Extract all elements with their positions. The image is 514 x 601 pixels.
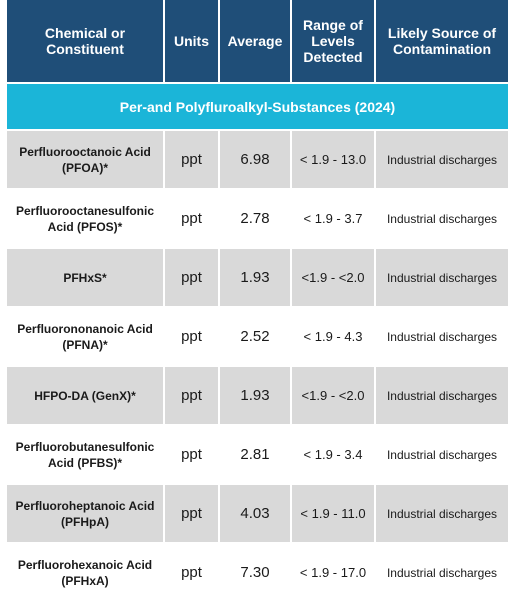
cell-units: ppt [165,367,220,424]
cell-range: < 1.9 - 3.4 [292,426,376,483]
cell-source: Industrial discharges [376,544,508,601]
cell-chemical: PFHxS* [7,249,165,306]
header-range: Range of Levels Detected [292,0,376,82]
header-chemical: Chemical or Constituent [7,0,165,82]
cell-average: 1.93 [220,249,292,306]
cell-average: 7.30 [220,544,292,601]
cell-source: Industrial discharges [376,308,508,365]
cell-average: 6.98 [220,131,292,188]
cell-units: ppt [165,485,220,542]
cell-source: Industrial discharges [376,426,508,483]
cell-range: <1.9 - <2.0 [292,249,376,306]
table-row: Perfluoroheptanoic Acid (PFHpA) ppt 4.03 < … [7,483,508,542]
section-title: Per-and Polyfluroalkyl-Substances (2024) [7,82,508,129]
contaminants-table: Chemical or Constituent Units Average Ra… [7,0,508,601]
cell-units: ppt [165,544,220,601]
cell-units: ppt [165,190,220,247]
table-body: Perfluorooctanoic Acid (PFOA)* ppt 6.98 < 1… [7,129,508,601]
cell-units: ppt [165,249,220,306]
cell-range: < 1.9 - 17.0 [292,544,376,601]
cell-range: < 1.9 - 13.0 [292,131,376,188]
table-header: Chemical or Constituent Units Average Ra… [7,0,508,82]
table-row: Perfluorooctanesulfonic Acid (PFOS)* ppt 2… [7,188,508,247]
header-units: Units [165,0,220,82]
cell-average: 2.78 [220,190,292,247]
cell-average: 4.03 [220,485,292,542]
table-row: PFHxS* ppt 1.93 <1.9 - <2.0 Industrial disch… [7,247,508,306]
table-row: HFPO-DA (GenX)* ppt 1.93 <1.9 - <2.0 Industr… [7,365,508,424]
header-source: Likely Source of Contamination [387,25,497,57]
cell-source: Industrial discharges [376,190,508,247]
cell-average: 2.81 [220,426,292,483]
cell-chemical: Perfluorohexanoic Acid (PFHxA) [7,544,165,601]
cell-source: Industrial discharges [376,485,508,542]
cell-range: <1.9 - <2.0 [292,367,376,424]
cell-chemical: Perfluoroheptanoic Acid (PFHpA) [7,485,165,542]
cell-units: ppt [165,308,220,365]
header-average: Average [220,0,292,82]
cell-chemical: Perfluorooctanoic Acid (PFOA)* [7,131,165,188]
table-row: Perfluorooctanoic Acid (PFOA)* ppt 6.98 < 1… [7,129,508,188]
cell-chemical: Perfluorobutanesulfonic Acid (PFBS)* [7,426,165,483]
cell-source: Industrial discharges [376,367,508,424]
cell-range: < 1.9 - 3.7 [292,190,376,247]
table-row: Perfluorohexanoic Acid (PFHxA) ppt 7.30 < 1… [7,542,508,601]
cell-source: Industrial discharges [376,249,508,306]
cell-range: < 1.9 - 4.3 [292,308,376,365]
cell-chemical: HFPO-DA (GenX)* [7,367,165,424]
table-row: Perfluorononanoic Acid (PFNA)* ppt 2.52 < 1… [7,306,508,365]
cell-average: 1.93 [220,367,292,424]
cell-range: < 1.9 - 11.0 [292,485,376,542]
cell-source: Industrial discharges [376,131,508,188]
cell-average: 2.52 [220,308,292,365]
cell-units: ppt [165,426,220,483]
table-row: Perfluorobutanesulfonic Acid (PFBS)* ppt 2… [7,424,508,483]
cell-chemical: Perfluorononanoic Acid (PFNA)* [7,308,165,365]
cell-units: ppt [165,131,220,188]
cell-chemical: Perfluorooctanesulfonic Acid (PFOS)* [7,190,165,247]
